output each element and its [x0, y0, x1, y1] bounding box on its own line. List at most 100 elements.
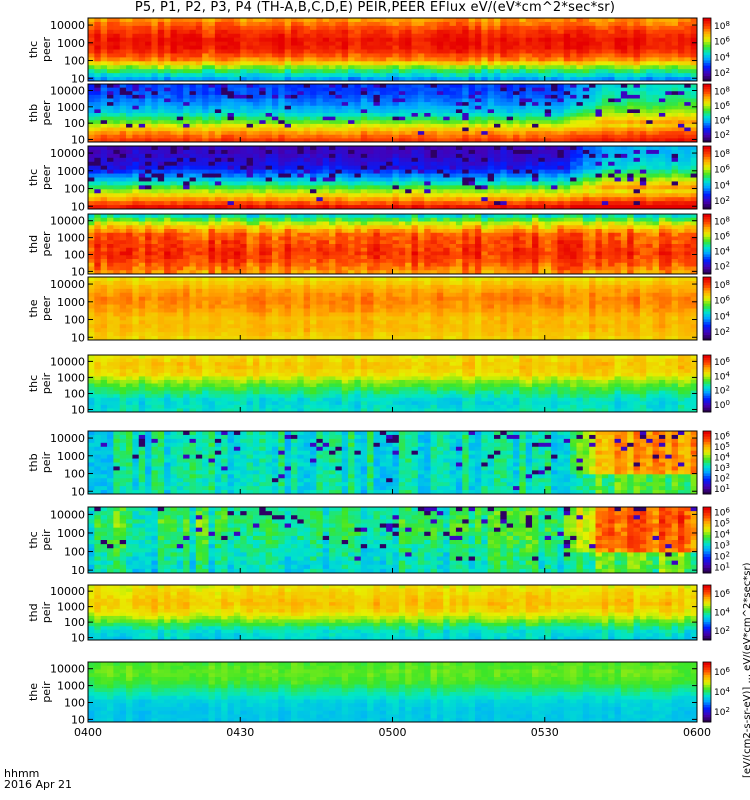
heatmap-cell: [411, 91, 419, 96]
heatmap-cell: [436, 197, 444, 202]
heatmap-cell: [525, 105, 533, 110]
heatmap-cell: [576, 98, 584, 103]
heatmap-cell: [107, 57, 114, 62]
heatmap-cell: [221, 169, 228, 174]
heatmap-cell: [145, 61, 152, 66]
heatmap-cell: [665, 157, 673, 163]
heatmap-cell: [202, 197, 209, 202]
heatmap-cell: [246, 45, 254, 50]
heatmap-cell: [633, 45, 641, 50]
heatmap-cell: [665, 201, 673, 206]
heatmap-cell: [183, 123, 190, 128]
heatmap-cell: [500, 157, 508, 163]
heatmap-cell: [658, 37, 666, 43]
heatmap-cell: [341, 201, 349, 206]
heatmap-cell: [379, 173, 387, 178]
heatmap-cell: [373, 77, 381, 82]
heatmap-cell: [525, 94, 533, 99]
heatmap-cell: [88, 61, 95, 66]
heatmap-cell: [246, 69, 254, 74]
heatmap-cell: [462, 177, 470, 182]
heatmap-cell: [633, 65, 641, 70]
heatmap-cell: [398, 185, 406, 190]
heatmap-cell: [107, 193, 114, 198]
heatmap-cell: [639, 177, 647, 182]
heatmap-cell: [443, 173, 450, 178]
heatmap-cell: [119, 262, 127, 267]
heatmap-cell: [532, 177, 539, 182]
heatmap-cell: [208, 189, 216, 194]
heatmap-cell: [411, 146, 419, 151]
heatmap-cell: [576, 53, 584, 58]
heatmap-cell: [227, 123, 235, 128]
heatmap-cell: [443, 65, 450, 70]
heatmap-cell: [481, 181, 489, 186]
heatmap-cell: [297, 57, 305, 62]
heatmap-cell: [113, 87, 121, 92]
heatmap-cell: [360, 91, 368, 96]
heatmap-cell: [291, 165, 298, 171]
heatmap-cell: [468, 149, 476, 155]
heatmap-cell: [551, 193, 558, 198]
heatmap-cell: [208, 193, 216, 198]
heatmap-cell: [348, 157, 355, 163]
heatmap-cell: [614, 94, 622, 99]
heatmap-cell: [246, 123, 254, 128]
heatmap-cell: [557, 57, 565, 62]
heatmap-cell: [576, 205, 584, 210]
heatmap-cell: [690, 169, 698, 174]
heatmap-cell: [462, 91, 470, 96]
colorbar-segment: [703, 108, 711, 111]
heatmap-cell: [221, 177, 228, 182]
heatmap-cell: [500, 21, 508, 27]
heatmap-cell: [252, 61, 260, 66]
heatmap-cell: [348, 149, 355, 155]
heatmap-cell: [417, 65, 425, 70]
heatmap-cell: [665, 84, 673, 89]
heatmap-cell: [271, 102, 279, 107]
heatmap-cell: [170, 138, 178, 143]
heatmap-cell: [170, 87, 178, 92]
heatmap-cell: [88, 33, 95, 39]
heatmap-cell: [176, 21, 184, 27]
heatmap-cell: [259, 98, 267, 103]
heatmap-cell: [145, 255, 152, 260]
heatmap-cell: [449, 18, 457, 23]
heatmap-cell: [202, 69, 209, 74]
heatmap-cell: [354, 134, 362, 139]
heatmap-cell: [271, 45, 279, 50]
heatmap-cell: [538, 18, 546, 23]
heatmap-cell: [132, 217, 140, 222]
heatmap-cell: [386, 131, 393, 136]
heatmap-cell: [392, 57, 400, 62]
y-tick-label: 100: [64, 55, 85, 68]
heatmap-cell: [405, 205, 412, 210]
heatmap-cell: [157, 181, 165, 186]
heatmap-cell: [367, 45, 374, 50]
heatmap-cell: [513, 77, 520, 82]
heatmap-cell: [94, 236, 102, 241]
heatmap-cell: [195, 41, 203, 46]
heatmap-cell: [94, 53, 102, 58]
heatmap-cell: [443, 94, 450, 99]
heatmap-cell: [164, 41, 171, 46]
heatmap-cell: [487, 49, 495, 54]
heatmap-cell: [595, 87, 603, 92]
heatmap-cell: [614, 197, 622, 202]
heatmap-cell: [487, 29, 495, 35]
heatmap-cell: [570, 25, 577, 31]
heatmap-cell: [189, 105, 197, 110]
heatmap-cell: [455, 94, 463, 99]
heatmap-cell: [595, 25, 603, 31]
heatmap-cell: [227, 131, 235, 136]
heatmap-cell: [398, 45, 406, 50]
heatmap-cell: [544, 41, 552, 46]
heatmap-cell: [227, 37, 235, 43]
heatmap-cell: [310, 53, 317, 58]
heatmap-cell: [151, 225, 159, 230]
heatmap-cell: [595, 69, 603, 74]
heatmap-cell: [310, 57, 317, 62]
heatmap-cell: [113, 41, 121, 46]
heatmap-cell: [119, 94, 127, 99]
heatmap-cell: [189, 69, 197, 74]
